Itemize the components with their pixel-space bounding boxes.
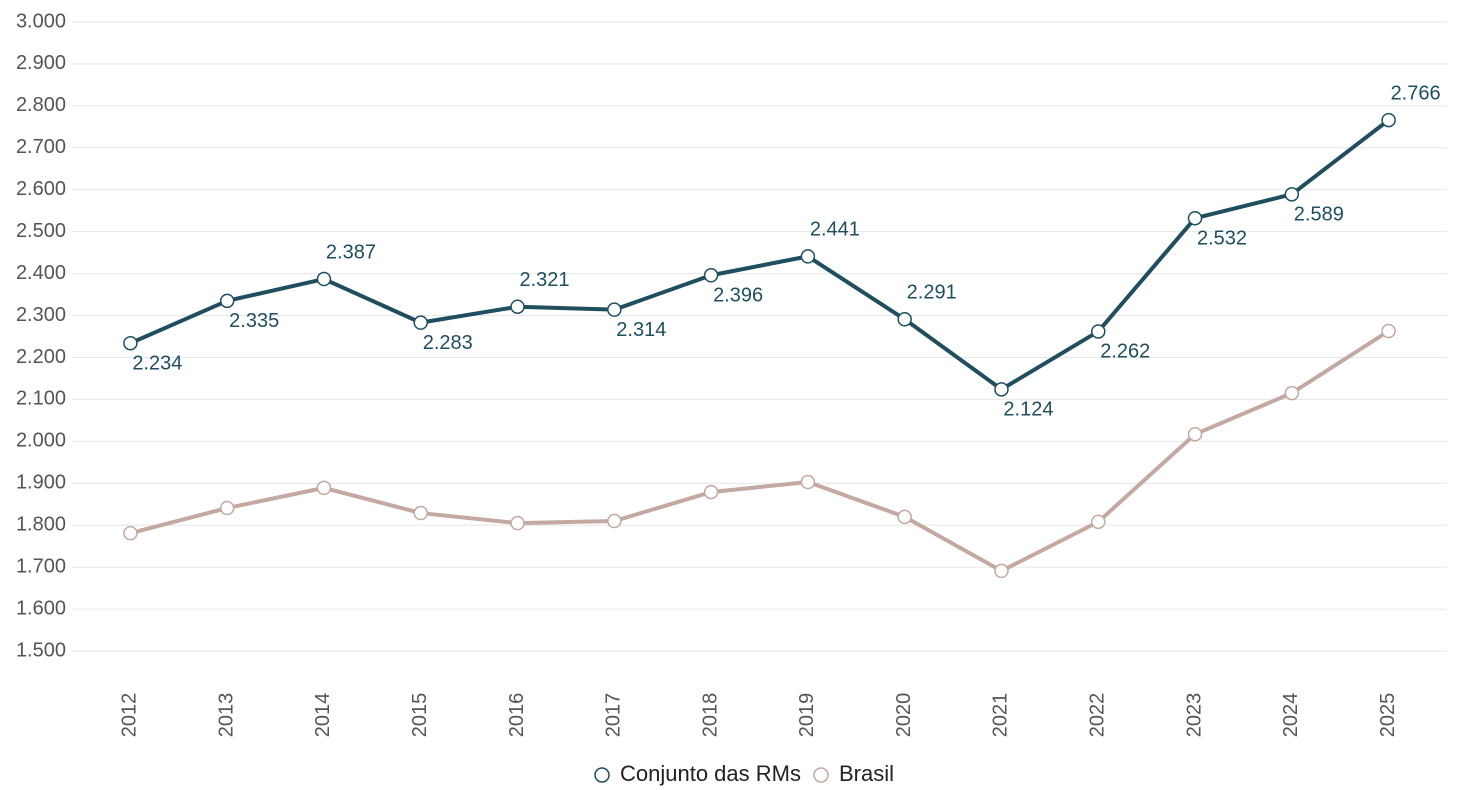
y-tick-label: 3.000 xyxy=(16,10,66,32)
legend-marker xyxy=(594,767,610,783)
series-line xyxy=(129,118,1390,392)
y-tick-label: 2.700 xyxy=(16,136,66,158)
y-tick-label: 2.200 xyxy=(16,346,66,368)
series-line xyxy=(129,329,1390,573)
data-point xyxy=(897,509,912,525)
data-label: 2.396 xyxy=(713,285,763,307)
x-tick-label: 2018 xyxy=(699,693,721,738)
data-point xyxy=(219,500,235,516)
x-tick-label: 2013 xyxy=(215,693,237,738)
data-point xyxy=(1381,112,1396,128)
data-point xyxy=(994,382,1009,397)
x-tick-label: 2015 xyxy=(409,693,431,738)
data-point xyxy=(607,513,622,529)
data-point xyxy=(413,505,428,521)
legend-label: Brasil xyxy=(839,761,894,786)
data-point xyxy=(703,484,719,500)
data-point xyxy=(897,312,912,327)
y-tick-label: 2.000 xyxy=(16,430,66,452)
x-tick-label: 2020 xyxy=(893,693,915,738)
x-tick-label: 2023 xyxy=(1183,693,1205,738)
x-tick-label: 2024 xyxy=(1280,693,1302,738)
data-point xyxy=(1187,210,1203,226)
data-point xyxy=(123,525,138,541)
data-label: 2.441 xyxy=(810,219,860,241)
data-point xyxy=(800,249,816,264)
data-point xyxy=(219,293,235,309)
data-point xyxy=(1284,385,1300,401)
data-point xyxy=(994,563,1009,579)
data-point xyxy=(1091,514,1106,530)
x-tick-label: 2016 xyxy=(506,693,528,738)
x-tick-label: 2021 xyxy=(990,693,1012,738)
data-point xyxy=(316,271,332,287)
y-tick-label: 1.600 xyxy=(16,597,66,619)
x-tick-label: 2017 xyxy=(603,693,625,738)
y-tick-label: 2.300 xyxy=(16,304,66,326)
y-tick-label: 2.400 xyxy=(16,262,66,284)
data-point xyxy=(413,315,428,330)
y-tick-label: 2.800 xyxy=(16,94,66,116)
y-tick-label: 1.500 xyxy=(16,639,66,661)
y-tick-label: 2.900 xyxy=(16,52,66,74)
data-point xyxy=(316,480,332,496)
data-point xyxy=(510,515,525,531)
x-tick-label: 2012 xyxy=(119,693,141,738)
data-label: 2.532 xyxy=(1197,228,1247,250)
data-point xyxy=(1187,426,1203,442)
data-label: 2.387 xyxy=(326,241,376,263)
data-point xyxy=(800,474,816,490)
y-tick-label: 1.900 xyxy=(16,472,66,494)
legend: Conjunto das RMs Brasil xyxy=(594,761,894,786)
legend-marker xyxy=(813,767,829,783)
data-point xyxy=(510,299,525,314)
data-label: 2.291 xyxy=(907,282,957,304)
legend-label: Conjunto das RMs xyxy=(620,761,801,786)
data-label: 2.283 xyxy=(423,332,473,354)
data-point xyxy=(607,302,622,317)
data-label: 2.124 xyxy=(1003,399,1053,421)
y-tick-label: 1.800 xyxy=(16,514,66,536)
data-label: 2.234 xyxy=(132,352,182,374)
data-point xyxy=(1091,324,1106,339)
x-tick-label: 2019 xyxy=(796,693,818,738)
data-label: 2.321 xyxy=(520,269,570,291)
data-point xyxy=(703,268,719,283)
x-tick-label: 2025 xyxy=(1377,693,1399,738)
data-point xyxy=(123,335,138,351)
x-tick-label: 2014 xyxy=(312,693,334,738)
data-point xyxy=(1381,323,1396,339)
data-label: 2.589 xyxy=(1294,204,1344,226)
y-tick-label: 2.600 xyxy=(16,178,66,200)
data-label: 2.335 xyxy=(229,310,279,332)
data-label: 2.262 xyxy=(1100,341,1150,363)
data-label: 2.766 xyxy=(1391,82,1441,104)
data-point xyxy=(1284,187,1300,202)
y-tick-label: 2.100 xyxy=(16,388,66,410)
data-label: 2.314 xyxy=(616,319,666,341)
y-tick-label: 2.500 xyxy=(16,220,66,242)
x-tick-label: 2022 xyxy=(1087,693,1109,738)
y-tick-label: 1.700 xyxy=(16,555,66,577)
